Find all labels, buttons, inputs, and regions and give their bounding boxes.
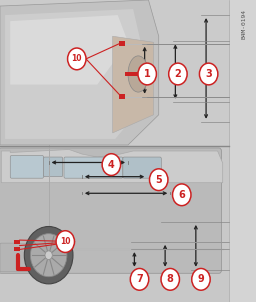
Text: 6: 6 — [178, 190, 185, 200]
Polygon shape — [1, 149, 223, 183]
Circle shape — [45, 251, 52, 259]
Text: 1: 1 — [144, 69, 151, 79]
Bar — [0, 0, 229, 146]
Text: 10: 10 — [60, 237, 71, 246]
Circle shape — [68, 48, 86, 70]
Text: 4: 4 — [108, 159, 115, 170]
Text: 8: 8 — [167, 274, 174, 284]
Text: 9: 9 — [198, 274, 204, 284]
Polygon shape — [10, 15, 128, 85]
Polygon shape — [5, 9, 141, 139]
FancyBboxPatch shape — [0, 148, 221, 273]
Text: 3: 3 — [205, 69, 212, 79]
Circle shape — [169, 63, 187, 85]
Bar — [229, 0, 256, 302]
Circle shape — [24, 226, 73, 284]
Bar — [119, 41, 125, 46]
Circle shape — [138, 63, 156, 85]
Circle shape — [30, 234, 67, 277]
FancyBboxPatch shape — [123, 157, 161, 178]
Polygon shape — [0, 0, 159, 145]
FancyBboxPatch shape — [64, 157, 123, 178]
Circle shape — [192, 268, 210, 290]
Text: 2: 2 — [175, 69, 181, 79]
Text: 5: 5 — [155, 175, 162, 185]
Polygon shape — [113, 36, 154, 133]
Circle shape — [56, 231, 74, 252]
Circle shape — [199, 63, 218, 85]
Bar — [125, 72, 147, 76]
Bar — [0, 146, 229, 302]
Bar — [14, 247, 20, 251]
Circle shape — [161, 268, 179, 290]
Bar — [14, 240, 20, 244]
FancyBboxPatch shape — [10, 156, 44, 178]
Circle shape — [130, 268, 149, 290]
Text: 7: 7 — [136, 274, 143, 284]
FancyBboxPatch shape — [44, 157, 63, 177]
Circle shape — [150, 169, 168, 191]
Bar — [119, 94, 125, 99]
Text: 10: 10 — [71, 54, 82, 63]
Ellipse shape — [128, 56, 148, 92]
Text: B4M-0194: B4M-0194 — [241, 9, 247, 39]
Circle shape — [102, 154, 121, 175]
FancyBboxPatch shape — [0, 243, 36, 272]
Circle shape — [173, 184, 191, 206]
